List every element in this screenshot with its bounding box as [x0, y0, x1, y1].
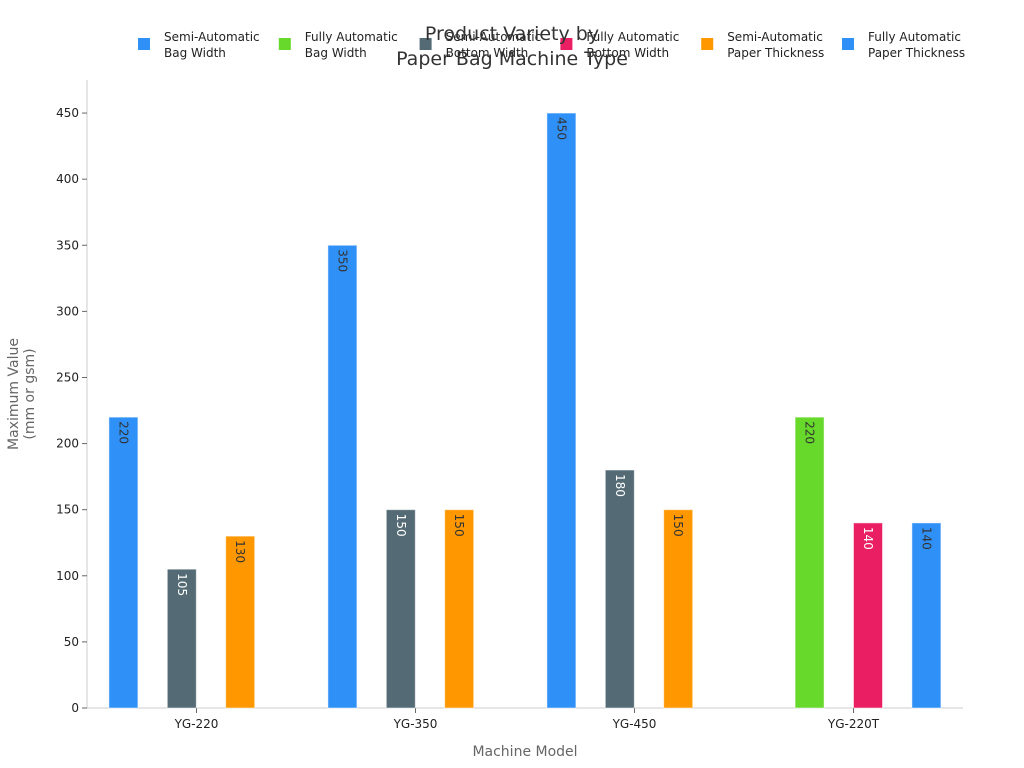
x-tick-label: YG-350 — [393, 717, 438, 731]
y-tick-label: 300 — [56, 304, 79, 318]
bar-value-label: 450 — [554, 117, 568, 140]
bar — [604, 469, 635, 709]
legend-swatch — [842, 38, 854, 50]
bar — [166, 568, 197, 709]
x-tick-label: YG-220 — [174, 717, 219, 731]
y-tick-label: 100 — [56, 569, 79, 583]
y-tick-label: 0 — [71, 701, 79, 715]
bar — [327, 244, 358, 709]
bar-value-label: 220 — [116, 421, 130, 444]
bar — [546, 112, 577, 709]
legend-swatch — [419, 38, 432, 50]
x-tick-label: YG-220T — [827, 717, 880, 731]
y-tick-label: 200 — [56, 437, 79, 451]
legend-swatch — [278, 38, 291, 50]
bar-value-label: 180 — [613, 474, 627, 497]
y-tick-label: 450 — [56, 106, 79, 120]
legend-label: Fully Automatic Paper Thickness — [868, 30, 965, 60]
bar — [911, 522, 942, 709]
bar-value-label: 105 — [175, 573, 189, 596]
bar — [663, 509, 694, 709]
y-tick-label: 350 — [56, 238, 79, 252]
legend-label: Semi-Automatic Paper Thickness — [727, 30, 824, 60]
bar-value-label: 150 — [671, 514, 685, 537]
bar — [444, 509, 475, 709]
bar-value-label: 150 — [394, 514, 408, 537]
bar-value-label: 140 — [861, 527, 875, 550]
y-tick-label: 150 — [56, 503, 79, 517]
bar-value-label: 130 — [233, 540, 247, 563]
x-tick-label: YG-450 — [612, 717, 657, 731]
bar — [794, 416, 825, 709]
legend-swatch — [701, 38, 714, 50]
bar — [385, 509, 416, 709]
bar — [853, 522, 883, 709]
legend-label: Semi-Automatic Bottom Width — [446, 30, 542, 60]
bar-value-label: 140 — [919, 527, 933, 550]
bar-value-label: 350 — [335, 249, 349, 272]
bar — [108, 416, 139, 709]
bar — [225, 535, 256, 709]
legend-label: Fully Automatic Bottom Width — [586, 30, 679, 60]
x-axis-title: Machine Model — [472, 744, 577, 760]
y-tick-label: 50 — [64, 635, 79, 649]
y-tick-label: 250 — [56, 370, 79, 384]
legend-swatch — [138, 38, 150, 50]
legend-label: Fully Automatic Bag Width — [305, 30, 398, 60]
chart-title: Product Variety by Paper Bag Machine Type — [396, 23, 628, 70]
y-axis-title: Maximum Value(mm or gsm) — [6, 338, 38, 450]
bar-value-label: 150 — [452, 514, 466, 537]
y-tick-label: 400 — [56, 172, 79, 186]
legend-label: Semi-Automatic Bag Width — [164, 30, 260, 60]
legend-swatch — [560, 38, 573, 50]
bar-value-label: 220 — [803, 421, 817, 444]
